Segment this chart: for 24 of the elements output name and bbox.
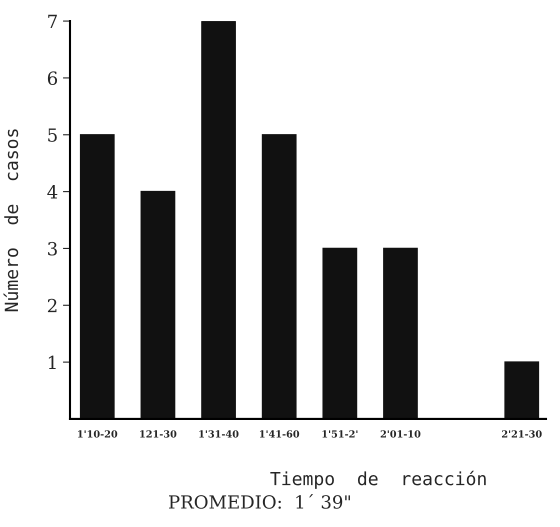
y-tick-label: 2 (48, 298, 56, 312)
x-tick-label: 1'41-60 (260, 430, 300, 438)
x-axis-title: Tiempo de reacción (270, 470, 486, 489)
bar (322, 248, 358, 419)
y-tick-label: 3 (48, 242, 57, 256)
y-tick-label: 6 (48, 71, 58, 86)
y-tick-label: 7 (48, 14, 57, 28)
x-tick-label: 2'01-10 (380, 430, 420, 438)
x-tick-label: 1'31-40 (199, 430, 239, 438)
y-axis-title: Número de casos (4, 129, 18, 312)
y-tick-label: 1 (48, 356, 56, 369)
bar (262, 134, 297, 419)
y-tick-label: 5 (48, 128, 57, 142)
bar (383, 248, 418, 419)
x-tick-label: 1'10-20 (78, 430, 118, 438)
x-tick-label: 2'21-30 (502, 430, 542, 438)
bar (140, 190, 176, 419)
bar (504, 361, 540, 419)
y-tick-label: 4 (47, 185, 58, 198)
bar (80, 134, 115, 419)
x-tick-label: 1'51-2' (322, 430, 358, 438)
bar (201, 21, 236, 419)
x-tick-label: 121-30 (140, 430, 176, 438)
text: PROMEDIO: 1´ 39" (168, 494, 350, 509)
